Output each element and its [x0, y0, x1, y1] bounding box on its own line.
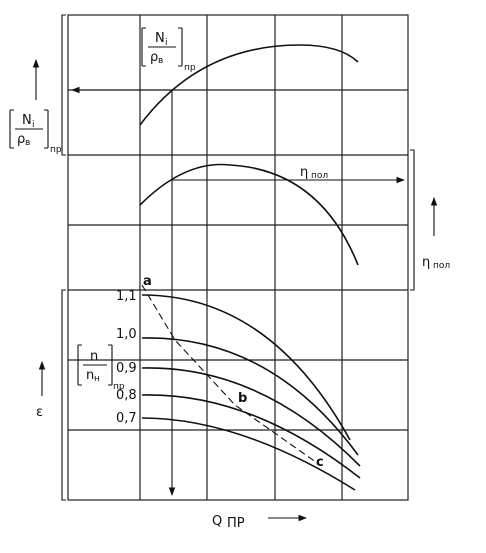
efficiency-labels: η пол η пол: [300, 165, 450, 271]
outer-sub: пр: [50, 145, 62, 155]
speed-label: n n н пр: [77, 344, 125, 392]
arrows: [32, 58, 438, 522]
denominator: ρ: [17, 132, 25, 147]
denominator-sub: в: [158, 56, 163, 66]
numerator-sub: i: [32, 120, 35, 130]
numerator: N: [155, 31, 165, 46]
denominator: ρ: [150, 50, 158, 65]
scale-brackets: [61, 14, 415, 501]
denominator-sub: н: [94, 374, 100, 384]
numerator: n: [90, 349, 98, 364]
numerator: N: [22, 113, 32, 128]
speed-curve-label: 0,9: [116, 361, 137, 376]
curves: [139, 44, 361, 491]
denominator: n: [86, 368, 94, 383]
eta: η: [300, 165, 308, 180]
outer-sub: пр: [113, 382, 125, 392]
eta-sub: пол: [433, 261, 450, 271]
denominator-sub: в: [25, 138, 30, 148]
grid: [67, 14, 409, 501]
point-label: b: [238, 391, 247, 406]
numerator-sub: i: [165, 38, 168, 48]
point-label: c: [316, 455, 324, 470]
speed-curve-label: 1,0: [116, 327, 137, 342]
outer-sub: пр: [184, 63, 196, 73]
power-label-top: N i ρ в пр: [141, 27, 196, 73]
power-label-left: N i ρ в пр: [9, 109, 62, 155]
curve-labels: 1,1 1,0 0,9 0,8 0,7: [116, 289, 137, 426]
point-label: a: [143, 274, 152, 289]
point-labels: a b c: [143, 274, 324, 470]
speed-curve-label: 0,8: [116, 388, 137, 403]
speed-curve-label: 0,7: [116, 411, 137, 426]
eta: η: [422, 255, 430, 270]
flow-label: Q ПР: [212, 514, 245, 531]
eta-sub: пол: [311, 171, 328, 181]
flow-symbol: Q: [212, 514, 222, 529]
flow-sub: ПР: [227, 516, 245, 531]
pressure-label: ε: [36, 405, 43, 420]
speed-curve-label: 1,1: [116, 289, 137, 304]
